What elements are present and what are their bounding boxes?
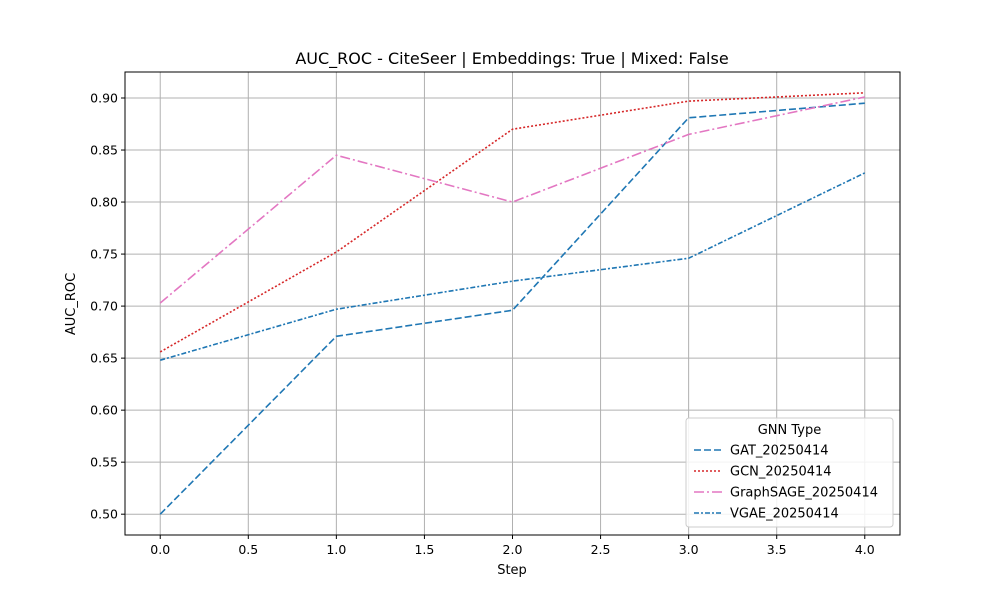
x-tick-label: 1.5	[414, 542, 434, 557]
chart-title: AUC_ROC - CiteSeer | Embeddings: True | …	[295, 49, 728, 69]
y-tick-label: 0.75	[90, 247, 118, 262]
legend-box	[685, 417, 894, 528]
y-tick-label: 0.50	[90, 507, 118, 522]
x-tick-label: 0.0	[150, 542, 170, 557]
x-tick-label: 0.5	[238, 542, 258, 557]
series-line-graphsage-20250414	[159, 96, 865, 304]
x-tick-label: 4.0	[855, 542, 875, 557]
axis-ticks: 0.0 0.5 1.0 1.5 2.0 2.5 3.0 3.5 4.0 0.50 0.55 0.60 0…	[90, 91, 875, 557]
x-axis-label: Step	[497, 563, 527, 578]
legend: GNN Type GAT_20250414 GCN_20250414 GraphSAG…	[685, 417, 894, 528]
y-tick-label: 0.80	[90, 195, 118, 210]
y-axis-label: AUC_ROC	[64, 273, 79, 335]
y-tick-label: 0.85	[90, 143, 118, 158]
y-tick-label: 0.70	[90, 299, 118, 314]
legend-entry-label: GraphSAGE_20250414	[730, 486, 878, 501]
x-tick-label: 2.5	[591, 542, 611, 557]
y-tick-label: 0.90	[90, 91, 118, 106]
legend-title: GNN Type	[758, 423, 822, 438]
y-tick-label: 0.55	[90, 455, 118, 470]
y-tick-label: 0.65	[90, 351, 118, 366]
legend-entry-label: GCN_20250414	[730, 465, 832, 480]
legend-entry-label: VGAE_20250414	[730, 507, 839, 522]
series-line-gcn-20250414	[159, 92, 865, 353]
series-line-gat-20250414	[159, 102, 865, 515]
legend-entry-label: GAT_20250414	[730, 444, 829, 459]
series-lines	[159, 92, 866, 515]
x-tick-label: 1.0	[326, 542, 346, 557]
x-tick-label: 2.0	[503, 542, 523, 557]
series-line-vgae-20250414	[160, 172, 866, 361]
x-tick-label: 3.5	[767, 542, 787, 557]
y-tick-label: 0.60	[90, 403, 118, 418]
x-tick-label: 3.0	[679, 542, 699, 557]
